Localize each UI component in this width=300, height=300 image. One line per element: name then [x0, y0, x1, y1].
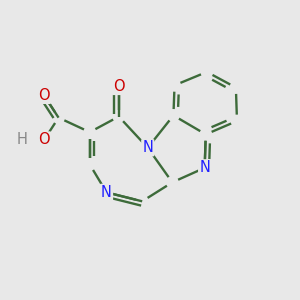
Text: O: O — [113, 79, 124, 94]
Text: N: N — [142, 140, 153, 155]
Text: N: N — [199, 160, 210, 175]
Text: H: H — [16, 133, 27, 148]
Text: O: O — [38, 88, 50, 103]
Text: O: O — [38, 133, 50, 148]
Text: N: N — [101, 185, 112, 200]
